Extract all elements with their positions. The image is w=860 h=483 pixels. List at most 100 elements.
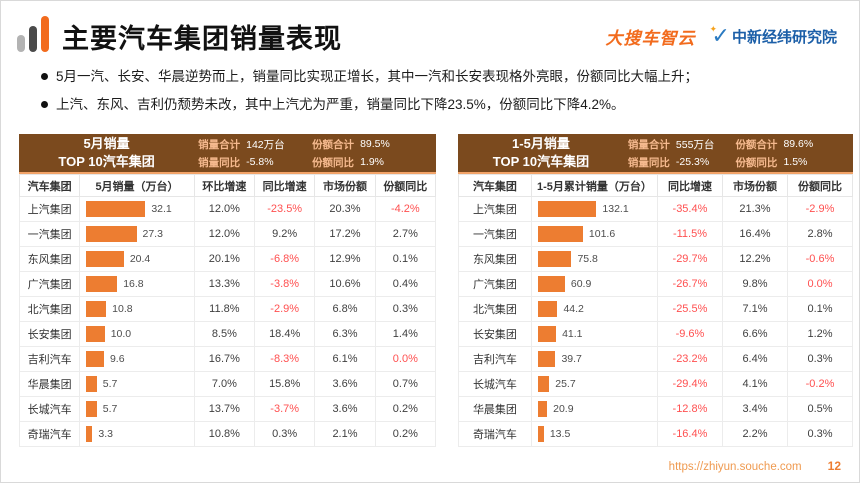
stat-cell: 10.6% — [314, 271, 376, 297]
group-name: 长城汽车 — [458, 371, 532, 397]
stat-cell: 0.3% — [374, 296, 437, 322]
sales-bar-value: 16.8 — [123, 278, 144, 290]
sales-bar — [537, 276, 565, 292]
slide-footer: https://zhiyun.souche.com 12 — [669, 459, 841, 473]
group-name: 一汽集团 — [18, 221, 81, 247]
column-header: 同比增速 — [656, 174, 723, 197]
column-header: 5月销量（万台） — [79, 174, 195, 197]
stat-cell: 6.4% — [721, 346, 788, 372]
stat-cell: -8.3% — [254, 346, 316, 372]
stat-cell: -16.4% — [656, 421, 723, 447]
stat-cell: -2.9% — [254, 296, 316, 322]
table-row: 东风集团 20.4 20.1% -6.8% 12.9% 0.1% — [18, 246, 437, 272]
sales-bar-cell: 16.8 — [79, 271, 195, 297]
table-row: 长安集团 10.0 8.5% 18.4% 6.3% 1.4% — [18, 321, 437, 347]
sales-bar-cell: 25.7 — [530, 371, 658, 397]
group-name: 北汽集团 — [458, 296, 532, 322]
sales-bar — [537, 326, 557, 342]
stat-cell: 8.5% — [193, 321, 256, 347]
page-number: 12 — [827, 459, 841, 473]
group-name: 奇瑞汽车 — [18, 421, 81, 447]
group-name: 广汽集团 — [18, 271, 81, 297]
stat-cell: 18.4% — [254, 321, 316, 347]
table-row: 奇瑞汽车 3.3 10.8% 0.3% 2.1% 0.2% — [18, 421, 437, 447]
bullet-point-1: 5月一汽、长安、华晨逆势而上，销量同比实现正增长，其中一汽和长安表现格外亮眼，份… — [39, 68, 843, 86]
bar-icon-orange — [41, 16, 49, 52]
sales-bar — [537, 426, 544, 442]
sales-bar-cell: 3.3 — [79, 421, 195, 447]
bar-icon-gray — [17, 35, 25, 52]
stat-cell: 9.8% — [721, 271, 788, 297]
table-row: 东风集团 75.8 -29.7% 12.2% -0.6% — [458, 246, 854, 272]
stat-cell: 0.2% — [374, 396, 437, 422]
sales-bar — [86, 276, 118, 292]
stat-cell: 9.2% — [254, 221, 316, 247]
may-sales-table: 汽车集团 5月销量（万台） 环比增速 同比增速 市场份额 份额同比 上汽集团 32.1 12.… — [18, 174, 437, 447]
spark-icon: ✦ — [709, 24, 718, 34]
sales-bar — [86, 301, 107, 317]
page-title: 主要汽车集团销量表现 — [62, 23, 342, 54]
sales-bar-cell: 9.6 — [79, 346, 195, 372]
stat-cell: -26.7% — [656, 271, 723, 297]
sales-bar — [86, 351, 104, 367]
table-row: 长安集团 41.1 -9.6% 6.6% 1.2% — [458, 321, 854, 347]
sales-bar — [537, 401, 548, 417]
stat-cell: -12.8% — [656, 396, 723, 422]
stat-cell: 0.3% — [786, 421, 854, 447]
table-row: 广汽集团 60.9 -26.7% 9.8% 0.0% — [458, 271, 854, 297]
table-row: 吉利汽车 9.6 16.7% -8.3% 6.1% 0.0% — [18, 346, 437, 372]
stat-cell: -23.2% — [656, 346, 723, 372]
column-header: 1-5月累计销量（万台） — [530, 174, 658, 197]
table-row: 一汽集团 101.6 -11.5% 16.4% 2.8% — [458, 221, 854, 247]
sales-bar-value: 25.7 — [555, 378, 576, 390]
group-name: 东风集团 — [18, 246, 81, 272]
stat-cell: 12.2% — [721, 246, 788, 272]
sales-bar-cell: 101.6 — [530, 221, 658, 247]
stat-cell: 6.6% — [721, 321, 788, 347]
stat-cell: 0.0% — [374, 346, 437, 372]
sales-bar-value: 20.4 — [129, 253, 151, 265]
sales-bar — [86, 251, 124, 267]
stat-sales-yoy: 销量同比 -25.3% — [627, 156, 710, 169]
group-name: 北汽集团 — [18, 296, 81, 322]
table-row: 北汽集团 10.8 11.8% -2.9% 6.8% 0.3% — [18, 296, 437, 322]
table-row: 华晨集团 5.7 7.0% 15.8% 3.6% 0.7% — [18, 371, 437, 397]
footer-url-link[interactable]: https://zhiyun.souche.com — [668, 461, 802, 473]
sales-bar-value: 75.8 — [577, 253, 598, 265]
group-name: 奇瑞汽车 — [458, 421, 532, 447]
bullet-point-2: 上汽、东风、吉利仍颓势未改，其中上汽尤为严重，销量同比下降23.5%，份额同比下… — [39, 96, 843, 114]
stat-cell: 2.2% — [721, 421, 788, 447]
table-row: 华晨集团 20.9 -12.8% 3.4% 0.5% — [458, 396, 854, 422]
check-icon: ✓ ✦ — [710, 24, 730, 47]
sales-bar-value: 9.6 — [109, 353, 125, 365]
stat-cell: 21.3% — [721, 196, 788, 222]
group-name: 广汽集团 — [458, 271, 532, 297]
sales-bar-cell: 10.0 — [79, 321, 195, 347]
column-header: 市场份额 — [314, 174, 376, 197]
sales-bar-cell: 10.8 — [79, 296, 195, 322]
table-row: 长城汽车 5.7 13.7% -3.7% 3.6% 0.2% — [18, 396, 437, 422]
tables-row: 5月销量 TOP 10汽车集团 销量合计 142万台 份额合计 89.5% 销量同比… — [18, 134, 854, 447]
column-header: 份额同比 — [786, 174, 854, 197]
stat-share-total: 份额合计 89.6% — [735, 138, 814, 151]
stat-cell: -6.8% — [254, 246, 316, 272]
cumulative-sales-table: 汽车集团 1-5月累计销量（万台） 同比增速 市场份额 份额同比 上汽集团 132.1 -3… — [458, 174, 854, 447]
stat-cell: 15.8% — [254, 371, 316, 397]
stat-cell: 2.1% — [314, 421, 376, 447]
group-name: 华晨集团 — [18, 371, 81, 397]
stat-cell: -35.4% — [656, 196, 723, 222]
slide-header: 主要汽车集团销量表现 大搜车智云 ✓ ✦ 中新经纬研究院 — [17, 13, 837, 59]
group-name: 一汽集团 — [458, 221, 532, 247]
sales-bar-value: 101.6 — [588, 228, 616, 240]
stat-share-yoy: 份额同比 1.5% — [735, 156, 808, 169]
stat-cell: 0.0% — [786, 271, 854, 297]
stat-cell: 20.1% — [193, 246, 256, 272]
sales-bar — [537, 376, 550, 392]
stat-cell: 1.2% — [786, 321, 854, 347]
sales-bar — [537, 201, 597, 217]
stat-cell: 4.1% — [721, 371, 788, 397]
group-name: 吉利汽车 — [458, 346, 532, 372]
group-name: 长城汽车 — [18, 396, 81, 422]
may-sales-table-panel: 5月销量 TOP 10汽车集团 销量合计 142万台 份额合计 89.5% 销量同比… — [18, 134, 437, 447]
